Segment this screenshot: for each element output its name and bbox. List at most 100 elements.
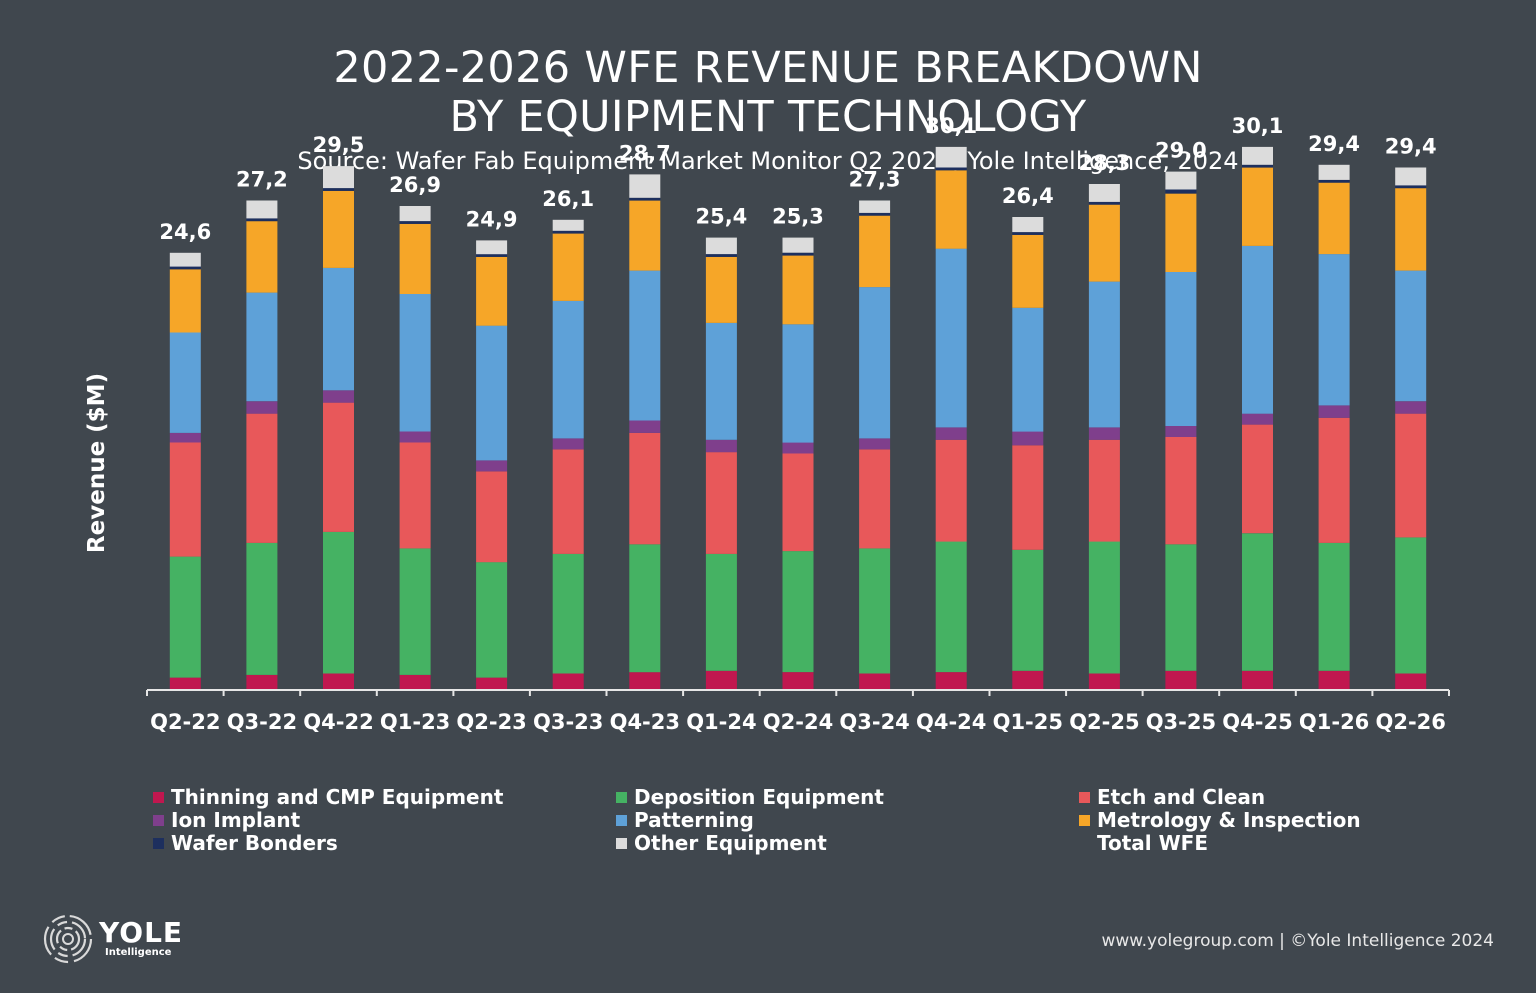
bar-segment-deposition-equipment (1165, 544, 1197, 671)
legend-item-thinning-cmp: Thinning and CMP Equipment (153, 786, 503, 809)
bar-segment-other-equipment (1318, 164, 1350, 180)
bar-segment-ion-implant (1395, 401, 1427, 414)
bar-segment-etch-and-clean (782, 453, 814, 552)
legend-label: Etch and Clean (1097, 785, 1266, 809)
bar-segment-deposition-equipment (169, 556, 201, 678)
bar-segment-thinning-and-cmp-equipment (1242, 670, 1273, 691)
bar-segment-deposition-equipment (399, 548, 431, 675)
bar-segment-metrology-inspection (705, 256, 737, 323)
bar-segment-etch-and-clean (323, 402, 354, 532)
bar-segment-other-equipment (476, 240, 508, 255)
bar-segment-metrology-inspection (859, 215, 891, 288)
x-tick-label: Q1-25 (993, 710, 1063, 734)
bar-segment-metrology-inspection (782, 255, 814, 325)
bar-segment-patterning (629, 270, 661, 421)
legend-label: Total WFE (1097, 831, 1208, 855)
legend-item-metrology: Metrology & Inspection (1079, 809, 1361, 832)
chart-subtitle: Source: Wafer Fab Equipment Market Monit… (297, 147, 1239, 175)
bar-segment-thinning-and-cmp-equipment (399, 674, 431, 690)
bar-segment-metrology-inspection (169, 269, 201, 333)
bar-segment-deposition-equipment (323, 531, 354, 674)
total-label: 29,4 (1385, 135, 1437, 159)
bar-segment-wafer-bonders (859, 212, 891, 216)
bar-segment-metrology-inspection (1088, 204, 1120, 282)
bar-segment-other-equipment (1088, 184, 1120, 202)
bar-segment-etch-and-clean (476, 471, 508, 563)
bar-segment-wafer-bonders (246, 218, 278, 222)
bar-segment-patterning (1318, 254, 1350, 406)
bar-segment-patterning (552, 300, 584, 439)
legend-item-etch-clean: Etch and Clean (1079, 786, 1265, 809)
bar-segment-wafer-bonders (1012, 232, 1044, 235)
x-tick-label: Q3-25 (1146, 710, 1216, 734)
x-tick-label: Q2-24 (763, 710, 833, 734)
bar-segment-wafer-bonders (476, 254, 508, 257)
bar-segment-deposition-equipment (705, 553, 737, 671)
total-label: 29,4 (1308, 132, 1360, 156)
legend-item-patterning: Patterning (616, 809, 754, 832)
legend-label: Thinning and CMP Equipment (171, 785, 504, 809)
x-tick-label: Q2-22 (150, 710, 220, 734)
legend-item-ion-implant: Ion Implant (153, 809, 300, 832)
bar-segment-ion-implant (552, 438, 584, 450)
bar-segment-etch-and-clean (1088, 439, 1120, 542)
bar-segment-etch-and-clean (246, 413, 278, 543)
bar-segment-ion-implant (476, 460, 508, 472)
bar-segment-patterning (782, 324, 814, 443)
bar-segment-metrology-inspection (323, 190, 354, 268)
bar-segment-other-equipment (169, 252, 201, 267)
bar-segment-wafer-bonders (935, 167, 967, 171)
total-label: 24,6 (159, 220, 211, 244)
bar-segment-thinning-and-cmp-equipment (629, 672, 661, 690)
bar-segment-etch-and-clean (705, 452, 737, 554)
bar-segment-etch-and-clean (935, 439, 967, 542)
total-label: 27,2 (236, 168, 288, 192)
bar-segment-wafer-bonders (629, 197, 661, 201)
legend-swatch (1079, 792, 1090, 803)
bar-segment-deposition-equipment (246, 542, 278, 675)
bar-segment-patterning (323, 267, 354, 391)
bar-segment-deposition-equipment (935, 541, 967, 673)
bar-segment-wafer-bonders (705, 254, 737, 257)
yole-logo: YOLE Intelligence (43, 914, 203, 964)
bar-segment-ion-implant (782, 442, 814, 454)
bar-segment-ion-implant (169, 432, 201, 443)
bar-segment-etch-and-clean (552, 449, 584, 554)
bar-segment-ion-implant (859, 438, 891, 450)
chart-title: 2022-2026 WFE REVENUE BREAKDOWN BY EQUIP… (0, 44, 1536, 142)
x-tick-label: Q1-26 (1299, 710, 1369, 734)
bar-segment-thinning-and-cmp-equipment (935, 672, 967, 690)
bar-segment-etch-and-clean (1165, 437, 1197, 545)
bar-segment-etch-and-clean (859, 449, 891, 549)
legend-swatch (153, 792, 164, 803)
bar-segment-ion-implant (1318, 405, 1350, 418)
bar-segment-metrology-inspection (476, 256, 508, 326)
yole-logo-icon (43, 914, 93, 964)
x-tick-label: Q2-26 (1375, 710, 1445, 734)
bar-segment-other-equipment (1012, 217, 1044, 233)
bar-segment-other-equipment (782, 237, 814, 253)
bar-segment-metrology-inspection (629, 200, 661, 271)
bar-segment-wafer-bonders (1318, 179, 1350, 183)
total-label: 27,3 (849, 168, 901, 192)
legend: Thinning and CMP Equipment Deposition Eq… (150, 786, 1400, 858)
x-tick-label: Q3-23 (533, 710, 603, 734)
x-tick-label: Q2-25 (1069, 710, 1139, 734)
bar-segment-metrology-inspection (1395, 188, 1427, 271)
bar-segment-ion-implant (935, 427, 967, 440)
bar-segment-deposition-equipment (629, 544, 661, 673)
bar-segment-metrology-inspection (935, 170, 967, 249)
bar-segment-thinning-and-cmp-equipment (782, 672, 814, 690)
bar-segment-ion-implant (399, 431, 431, 443)
legend-swatch (616, 792, 627, 803)
bar-segment-other-equipment (1165, 171, 1197, 190)
bar-segment-patterning (1088, 281, 1120, 428)
bar-segment-metrology-inspection (1242, 167, 1273, 246)
bar-segment-thinning-and-cmp-equipment (1165, 670, 1197, 691)
legend-swatch (616, 838, 627, 849)
total-label: 29,0 (1155, 139, 1207, 163)
bar-segment-deposition-equipment (1318, 542, 1350, 671)
bar-segment-other-equipment (399, 206, 431, 222)
bar-segment-patterning (1242, 245, 1273, 414)
bar-segment-wafer-bonders (782, 252, 814, 256)
